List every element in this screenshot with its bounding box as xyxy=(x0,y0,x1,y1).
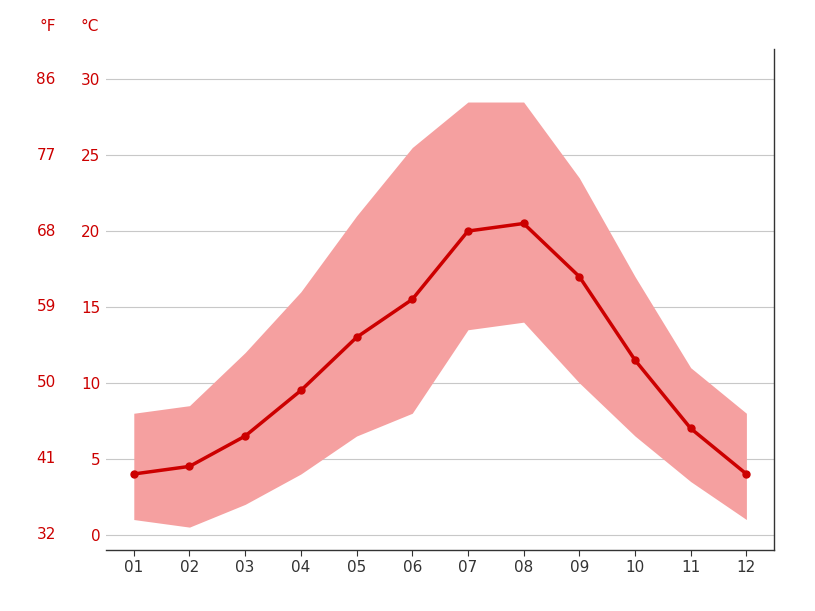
Text: °C: °C xyxy=(81,19,99,34)
Text: 68: 68 xyxy=(37,224,56,238)
Text: 59: 59 xyxy=(37,299,56,315)
Text: 32: 32 xyxy=(37,527,56,542)
Text: °F: °F xyxy=(39,19,56,34)
Text: 86: 86 xyxy=(37,71,56,87)
Text: 41: 41 xyxy=(37,452,56,466)
Text: 50: 50 xyxy=(37,375,56,390)
Text: 77: 77 xyxy=(37,148,56,163)
